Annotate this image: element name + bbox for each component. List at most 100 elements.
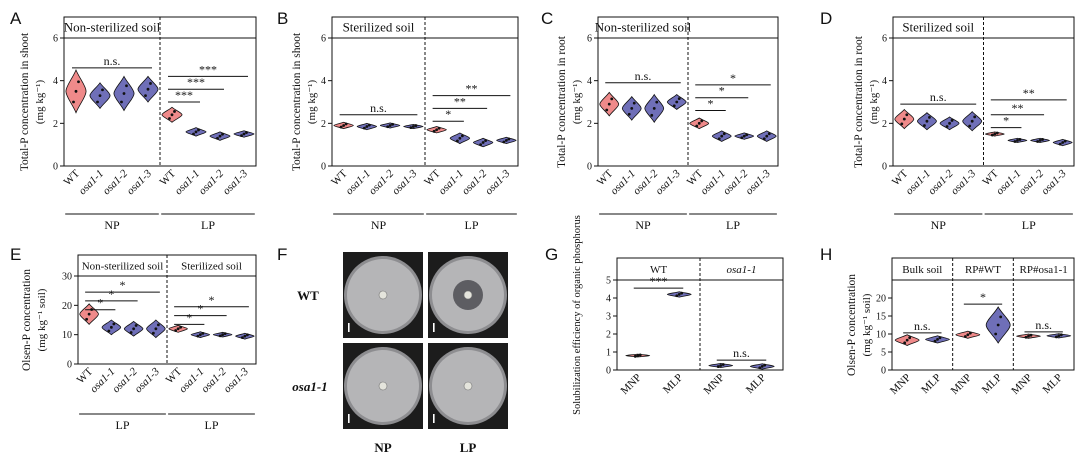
significance-label: ** [1023, 86, 1035, 100]
data-point [719, 364, 723, 367]
data-point [1016, 139, 1019, 142]
significance-label: * [730, 71, 736, 85]
data-point [936, 338, 939, 341]
data-point [409, 126, 413, 129]
data-point [223, 332, 227, 336]
data-point [1058, 142, 1062, 146]
x-tick-label: osa1-3 [743, 167, 773, 197]
data-point [197, 128, 200, 132]
y-axis-label: Total-P concentration in shoot [19, 32, 31, 171]
data-point [636, 354, 640, 357]
data-point [966, 333, 970, 337]
data-point [504, 139, 508, 142]
x-tick-label: MLP [980, 372, 1004, 396]
data-point [85, 317, 89, 321]
significance-label: * [186, 310, 192, 324]
data-point [242, 132, 246, 136]
significance-label: ** [454, 94, 466, 108]
data-point [968, 331, 972, 335]
data-point [74, 89, 78, 93]
significance-label: n.s. [370, 101, 387, 115]
data-point [479, 143, 483, 147]
data-point [1041, 138, 1044, 141]
data-point [362, 126, 366, 130]
data-point [680, 291, 684, 295]
y-tick-label: 4 [321, 76, 326, 87]
data-point [218, 334, 222, 338]
y-tick-label: 2 [53, 119, 58, 130]
y-axis-unit: (mg kg⁻¹) [571, 80, 583, 125]
data-point [903, 341, 907, 345]
data-point [607, 102, 611, 106]
data-point [149, 82, 152, 85]
data-point [151, 331, 155, 335]
data-point [460, 134, 464, 138]
significance-label: * [708, 97, 714, 111]
panel-title: RP#WT [965, 264, 1001, 276]
y-axis-unit: (mg kg⁻¹) [306, 80, 318, 125]
data-point [697, 121, 701, 125]
data-point [240, 134, 243, 138]
data-point [109, 325, 113, 329]
data-point [1057, 334, 1061, 338]
y-tick-label: 2 [587, 119, 592, 130]
data-point [762, 137, 766, 141]
data-point [112, 322, 116, 326]
x-tick-label: MLP [1040, 372, 1064, 396]
x-tick-label: osa1-2 [196, 167, 226, 197]
data-point [240, 336, 244, 339]
plot-frame [331, 37, 519, 167]
y-axis-unit: (mg kg⁻¹ soil) [861, 293, 873, 356]
y-axis-label: Olsen-P concentration [21, 269, 33, 371]
data-point [176, 327, 180, 331]
plate-col-label: LP [460, 440, 477, 455]
scale-bar [433, 414, 435, 423]
data-point [146, 87, 150, 91]
panel-e: E Non-sterilized soil Sterilized soil 0 10 20… [10, 245, 257, 432]
x-tick-label: osa1-1 [903, 168, 933, 198]
data-point [196, 334, 200, 338]
data-point [973, 115, 977, 119]
significance-label: * [445, 107, 451, 121]
data-point [1029, 333, 1033, 337]
x-tick-label: MNP [702, 372, 727, 397]
group-label: LP [204, 418, 218, 432]
data-point [344, 122, 348, 126]
data-point [243, 334, 247, 338]
data-point [970, 119, 974, 123]
significance-label: n.s. [1035, 318, 1052, 332]
scale-bar [348, 414, 350, 423]
data-point [1027, 334, 1030, 338]
data-point [107, 329, 111, 333]
agar-plate [343, 252, 423, 338]
data-point [742, 134, 746, 138]
y-tick-label: 1 [606, 348, 611, 359]
data-point [655, 100, 659, 104]
panel-title: Non-sterilized soil [64, 20, 161, 35]
data-point [391, 122, 395, 126]
data-point [675, 100, 679, 104]
x-tick-label: MNP [1009, 372, 1034, 397]
significance-label: * [97, 296, 103, 310]
data-point [945, 125, 949, 128]
data-point [740, 136, 744, 140]
significance-label: n.s. [914, 319, 931, 333]
data-point [502, 140, 506, 144]
data-point [201, 331, 205, 335]
y-tick-label: 10 [876, 330, 886, 341]
data-point [765, 134, 769, 138]
colony [378, 381, 388, 391]
data-point [173, 110, 176, 113]
data-point [993, 132, 997, 136]
data-point [963, 335, 967, 338]
plot-frame [597, 37, 779, 167]
panel-title: WT [650, 264, 667, 276]
data-point [432, 129, 436, 133]
group-label: LP [726, 218, 740, 232]
data-point [388, 124, 392, 127]
group-label: NP [371, 218, 387, 232]
y-axis-label: Solubilization efficiency of organic pho… [572, 215, 583, 415]
data-point [120, 100, 123, 104]
y-axis-label: Total-P concentration in root [556, 35, 568, 168]
